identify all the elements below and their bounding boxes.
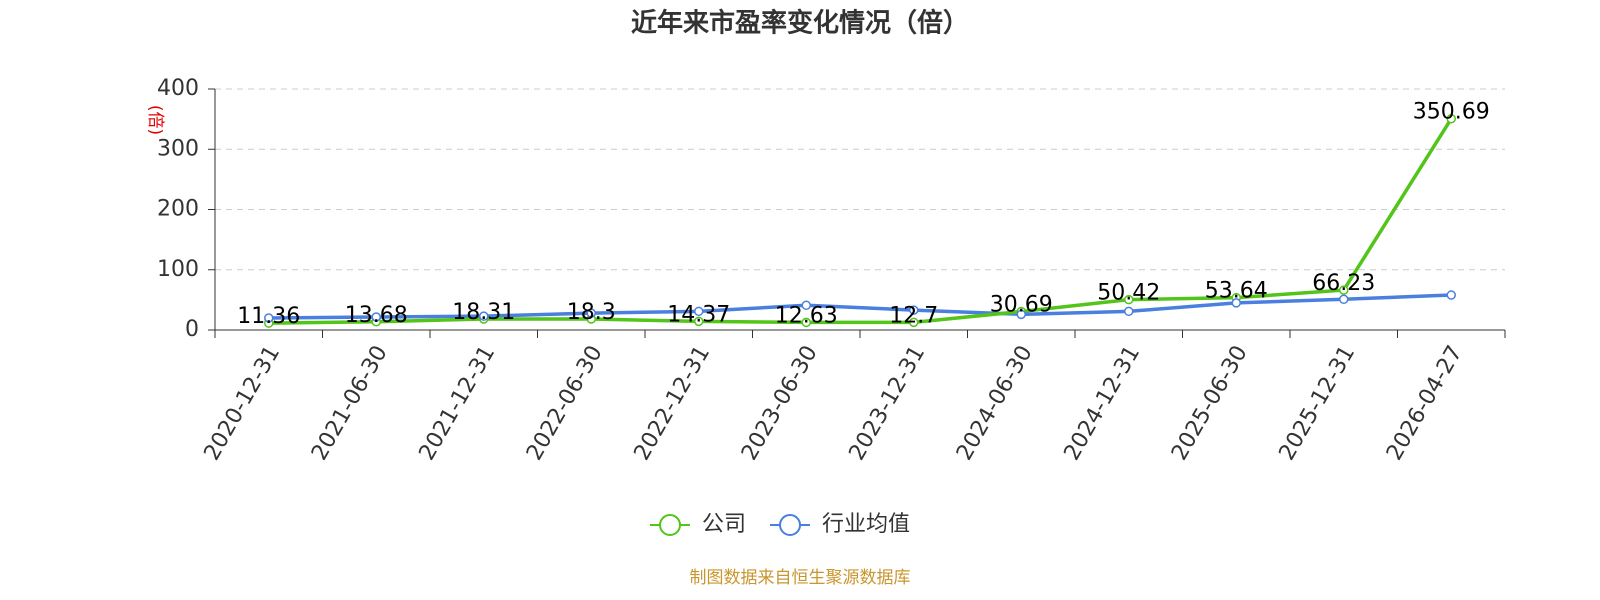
data-label: 18.3	[567, 300, 616, 325]
point	[1231, 298, 1241, 308]
chart-title: 近年来市盈率变化情况（倍）	[631, 8, 969, 39]
data-label: 50.42	[1097, 281, 1160, 306]
y-tick-label: 300	[157, 136, 199, 161]
legend-label: 行业均值	[822, 512, 910, 537]
point	[1124, 294, 1134, 305]
data-label: 53.64	[1205, 279, 1268, 304]
data-label: 18.31	[452, 300, 515, 325]
series-line	[268, 293, 1452, 320]
x-tick-label: 2024-06-30	[952, 342, 1038, 465]
data-label: 66.23	[1312, 271, 1375, 296]
x-tick-label: 2023-12-31	[845, 342, 931, 465]
series-line	[268, 117, 1453, 325]
x-tick-label: 2026-04-27	[1382, 342, 1468, 465]
point	[801, 300, 811, 311]
point	[1339, 294, 1349, 305]
x-tick-label: 2025-06-30	[1167, 342, 1253, 465]
x-tick-label: 2022-12-31	[630, 342, 716, 465]
point	[371, 312, 381, 322]
point	[1339, 285, 1349, 295]
point	[1124, 306, 1134, 317]
data-label: 11.36	[237, 304, 300, 329]
x-tick-label: 2022-06-30	[522, 342, 608, 465]
legend-marker	[779, 514, 802, 536]
data-label: 12.7	[889, 303, 938, 328]
point	[1446, 113, 1456, 124]
x-tick-label: 2025-12-31	[1275, 342, 1361, 465]
y-tick-label: 400	[157, 76, 199, 101]
point	[801, 317, 811, 328]
point	[909, 317, 919, 328]
y-axis-label: (倍)	[145, 105, 165, 135]
data-label: 13.68	[345, 303, 408, 328]
x-tick-label: 2024-12-31	[1060, 342, 1146, 465]
y-tick-label: 200	[157, 197, 199, 222]
legend-marker	[659, 514, 681, 536]
data-label: 14.37	[667, 302, 730, 327]
data-label: 30.69	[990, 293, 1053, 318]
point	[1016, 309, 1026, 320]
x-tick-label: 2021-12-31	[415, 342, 501, 465]
point	[586, 308, 596, 318]
y-tick-label: 0	[185, 317, 199, 342]
data-label: 12.63	[775, 303, 838, 328]
x-tick-label: 2023-06-30	[737, 342, 823, 465]
point	[694, 306, 704, 317]
point	[479, 311, 489, 321]
point	[1446, 290, 1456, 300]
point	[694, 316, 704, 327]
source-note: 制图数据来自恒生聚源数据库	[690, 568, 911, 588]
point	[264, 313, 274, 323]
legend-label: 公司	[702, 512, 746, 537]
point	[909, 305, 919, 315]
y-tick-label: 100	[157, 257, 199, 282]
x-tick-label: 2020-12-31	[200, 342, 286, 465]
data-label: 350.69	[1413, 100, 1490, 125]
x-tick-label: 2021-06-30	[307, 342, 393, 465]
